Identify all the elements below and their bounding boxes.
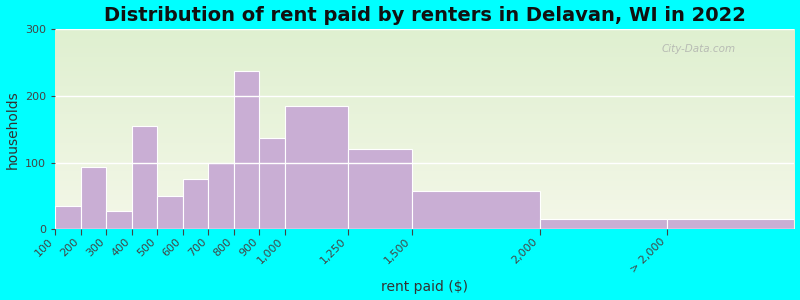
Bar xyxy=(234,71,259,230)
X-axis label: rent paid ($): rent paid ($) xyxy=(382,280,468,294)
Bar xyxy=(667,220,794,230)
Title: Distribution of rent paid by renters in Delavan, WI in 2022: Distribution of rent paid by renters in … xyxy=(104,6,746,25)
Y-axis label: households: households xyxy=(6,90,19,169)
Bar xyxy=(132,126,158,230)
Bar xyxy=(208,163,234,230)
Bar xyxy=(259,138,285,230)
Bar xyxy=(106,212,132,230)
Bar xyxy=(412,191,539,230)
Bar xyxy=(81,167,106,230)
Bar xyxy=(539,220,667,230)
Text: City-Data.com: City-Data.com xyxy=(662,44,735,54)
Bar xyxy=(348,149,412,230)
Bar xyxy=(158,196,182,230)
Bar xyxy=(285,106,348,230)
Bar xyxy=(55,206,81,230)
Bar xyxy=(182,179,208,230)
